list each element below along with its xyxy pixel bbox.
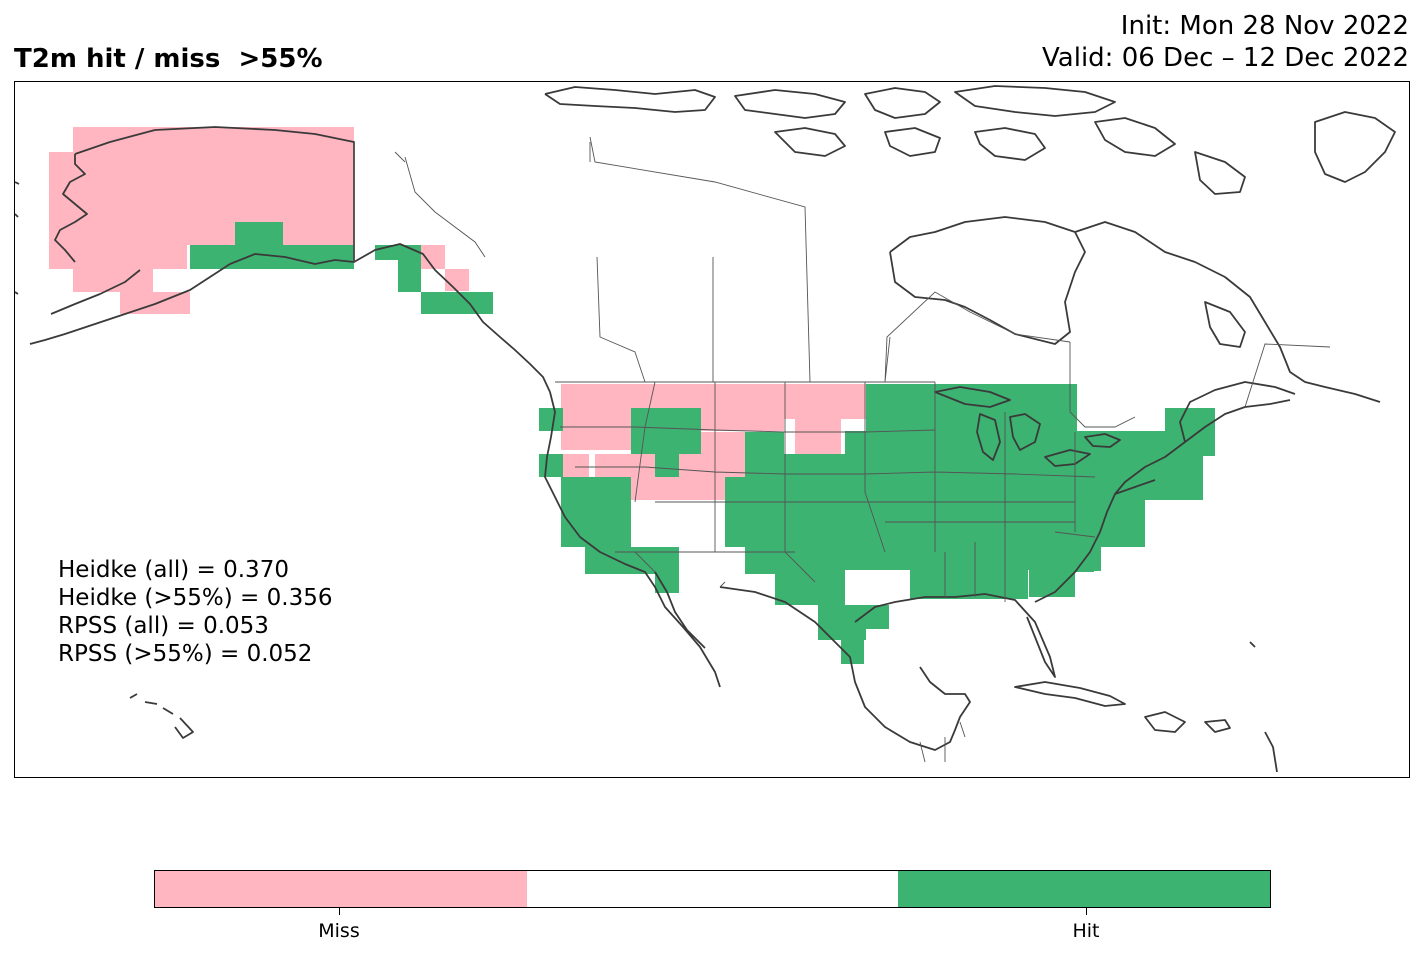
- hit-cell: [910, 562, 1028, 599]
- hit-cell: [745, 547, 815, 574]
- hit-cell: [818, 605, 866, 640]
- hit-cell: [539, 454, 563, 477]
- hit-cell: [631, 408, 701, 454]
- miss-cell: [561, 384, 654, 408]
- hit-cell: [655, 547, 679, 593]
- map-title: T2m hit / miss >55%: [14, 44, 323, 74]
- colorbar-tick-hit: [1086, 908, 1087, 915]
- hit-cell: [655, 454, 679, 477]
- hit-cell: [1077, 547, 1101, 571]
- coastlines: [15, 85, 1396, 773]
- miss-cell: [120, 292, 190, 314]
- miss-cell: [445, 269, 469, 291]
- hit-cell: [235, 222, 283, 246]
- hit-cell: [841, 640, 864, 664]
- hit-cell: [1145, 432, 1215, 456]
- political-borders: [353, 136, 1331, 763]
- skill-scores: Heidke (all) = 0.370 Heidke (>55%) = 0.3…: [58, 556, 332, 668]
- hit-cell: [725, 477, 785, 547]
- hit-cell: [1165, 408, 1215, 432]
- rpss-55: RPSS (>55%) = 0.052: [58, 641, 313, 667]
- hit-cell: [561, 477, 631, 547]
- colorbar: [154, 870, 1271, 908]
- colorbar-label-hit: Hit: [1072, 920, 1100, 942]
- colorbar-hit-segment: [898, 871, 1271, 907]
- init-date: Init: Mon 28 Nov 2022: [1120, 11, 1409, 41]
- hit-cell: [375, 245, 421, 260]
- miss-cell: [700, 432, 746, 477]
- hit-cell: [845, 431, 1085, 455]
- colorbar-neutral-segment: [526, 871, 899, 907]
- map-panel: [14, 81, 1410, 778]
- hit-cell: [190, 245, 354, 269]
- miss-cell: [561, 454, 589, 477]
- miss-cell: [561, 408, 631, 450]
- hit-cell: [421, 292, 493, 314]
- colorbar-tick-miss: [339, 908, 340, 915]
- hit-cell: [936, 408, 1076, 431]
- map-canvas: [15, 85, 1396, 773]
- colorbar-label-miss: Miss: [318, 920, 360, 942]
- miss-cell: [784, 384, 866, 419]
- hit-cell: [1085, 500, 1145, 547]
- colorbar-miss-segment: [155, 871, 527, 907]
- hit-cell: [539, 408, 563, 431]
- valid-date: Valid: 06 Dec – 12 Dec 2022: [1042, 43, 1409, 73]
- forecast-dates: Init: Mon 28 Nov 2022 Valid: 06 Dec – 12…: [1042, 10, 1409, 74]
- hit-cell: [585, 547, 655, 574]
- hit-cell: [866, 605, 889, 629]
- hit-cell: [398, 269, 421, 292]
- miss-cell: [795, 419, 841, 454]
- rpss-all: RPSS (all) = 0.053: [58, 613, 269, 639]
- hit-cell: [1165, 454, 1203, 500]
- hit-cell: [775, 570, 845, 605]
- heidke-55: Heidke (>55%) = 0.356: [58, 585, 333, 611]
- heidke-all: Heidke (all) = 0.370: [58, 557, 289, 583]
